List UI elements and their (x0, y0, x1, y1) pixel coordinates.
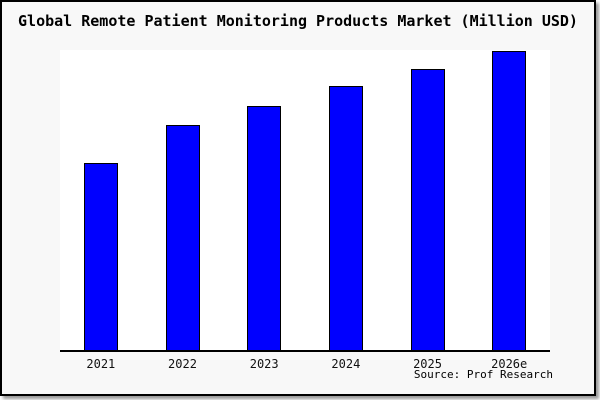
bar-2023 (247, 106, 282, 350)
bar-2021 (83, 162, 118, 350)
plot-area (60, 50, 550, 352)
bars (60, 50, 550, 350)
bar-slot-2022 (142, 50, 224, 350)
source-label: Source: Prof Research (413, 368, 553, 381)
bar-slot-2025 (387, 50, 469, 350)
x-axis-labels: 2021 2022 2023 2024 2025 2026e (60, 357, 550, 371)
x-axis-label-2026e: 2026e (491, 357, 528, 371)
x-axis-label-2021: 2021 (86, 357, 116, 371)
chart-title: Global Remote Patient Monitoring Product… (18, 12, 578, 30)
bar-slot-2024 (305, 50, 387, 350)
bar-2024 (328, 86, 363, 350)
x-axis-label-2024: 2024 (331, 357, 361, 371)
bar-2026e (492, 50, 527, 350)
x-axis-label-2025: 2025 (413, 357, 442, 371)
x-axis-label-2022: 2022 (168, 357, 197, 371)
bar-2025 (410, 68, 445, 350)
bar-slot-2026e (468, 50, 550, 350)
bar-slot-2021 (60, 50, 142, 350)
bar-2022 (165, 125, 200, 350)
x-axis-label-2023: 2023 (249, 357, 279, 371)
bar-slot-2023 (223, 50, 305, 350)
